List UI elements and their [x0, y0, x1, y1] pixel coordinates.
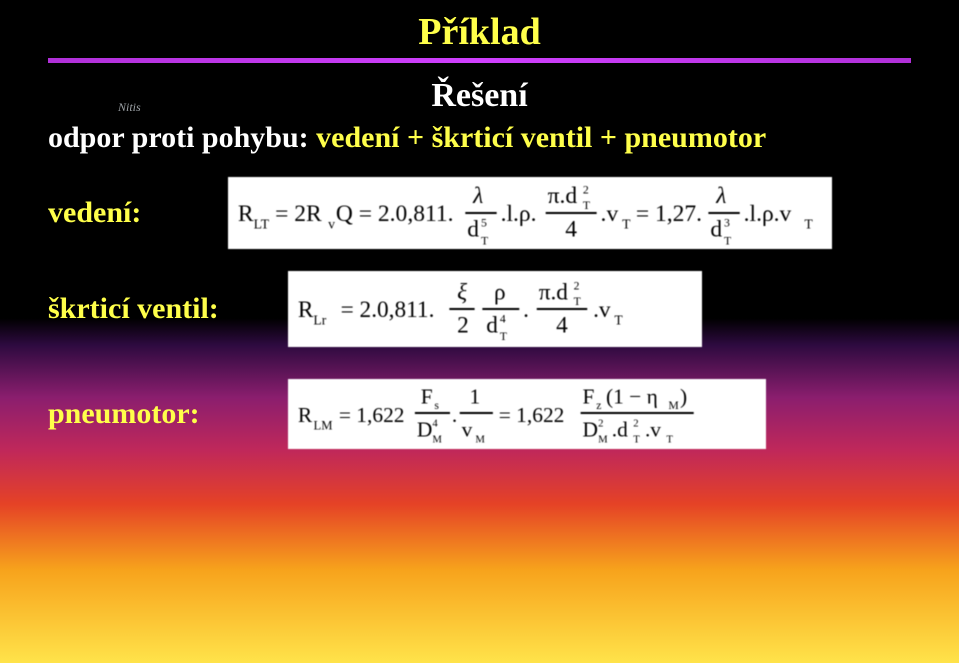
svg-text:d: d [710, 217, 722, 243]
svg-text:T: T [614, 313, 623, 328]
svg-text:D: D [583, 417, 598, 441]
svg-text:3: 3 [724, 217, 730, 230]
svg-text:= 1,27.: = 1,27. [636, 201, 702, 227]
title-block: Příklad [0, 0, 959, 54]
svg-text:T: T [666, 433, 673, 445]
row-vedeni: vedení: RLT = 2RvQ = 2.0,811. λ d5T .l.ρ… [0, 177, 959, 249]
svg-text:): ) [680, 384, 687, 408]
equation-skrtici: RLr = 2.0,811. ξ 2 ρ d4T . π.d2T 4 .vT [288, 271, 702, 347]
svg-text:M: M [598, 433, 608, 445]
svg-text:(1 − η: (1 − η [606, 384, 658, 408]
svg-text:d: d [486, 312, 498, 338]
svg-text:T: T [633, 433, 640, 445]
svg-text:R: R [298, 403, 313, 427]
svg-text:λ: λ [715, 183, 726, 209]
title-underline [48, 58, 911, 63]
svg-text:ξ: ξ [457, 279, 467, 305]
svg-text:T: T [622, 217, 631, 232]
svg-text:T: T [481, 234, 488, 247]
svg-text:Lr: Lr [313, 313, 326, 328]
svg-text:1: 1 [469, 384, 480, 408]
svg-text:s: s [434, 399, 439, 412]
svg-text:T: T [583, 199, 590, 212]
svg-text:= 2.0,811.: = 2.0,811. [341, 297, 435, 323]
row-pneumotor: pneumotor: RLM = 1,622 Fs D4M . 1 vM = 1… [0, 379, 959, 449]
svg-text:F: F [583, 384, 595, 408]
svg-text:.v: .v [593, 297, 611, 323]
svg-text:= 2R: = 2R [275, 201, 322, 227]
svg-text:R: R [238, 201, 254, 227]
svg-text:R: R [298, 297, 314, 323]
resistance-prefix: odpor proti pohybu: [48, 121, 309, 154]
label-pneumotor: pneumotor: [48, 397, 288, 431]
svg-text:2: 2 [457, 312, 469, 338]
svg-text:= 1,622: = 1,622 [339, 403, 405, 427]
svg-text:2: 2 [583, 183, 589, 196]
svg-text:T: T [804, 217, 813, 232]
svg-text:.v: .v [601, 201, 619, 227]
equation-pneumotor: RLM = 1,622 Fs D4M . 1 vM = 1,622 Fz (1 … [288, 379, 766, 449]
slide-title: Příklad [0, 10, 959, 54]
svg-text:M: M [668, 399, 679, 412]
row-skrtici: škrticí ventil: RLr = 2.0,811. ξ 2 ρ d4T… [0, 271, 959, 347]
small-corner-label: Nitis [118, 100, 141, 115]
svg-text:.: . [523, 297, 529, 323]
svg-text:5: 5 [481, 217, 487, 230]
label-vedeni: vedení: [48, 196, 228, 230]
svg-text:4: 4 [432, 418, 438, 430]
svg-text:T: T [500, 330, 507, 343]
svg-text:π.d: π.d [548, 183, 578, 209]
svg-text:4: 4 [565, 217, 577, 243]
svg-text:LM: LM [313, 419, 332, 433]
svg-text:Q = 2.0,811.: Q = 2.0,811. [336, 201, 454, 227]
svg-text:4: 4 [556, 312, 568, 338]
svg-text:4: 4 [500, 313, 506, 326]
label-skrtici: škrticí ventil: [48, 292, 288, 326]
svg-text:.l.ρ.: .l.ρ. [501, 201, 537, 227]
svg-text:LT: LT [254, 217, 270, 232]
svg-text:ρ: ρ [494, 279, 506, 305]
svg-text:M: M [432, 433, 442, 445]
svg-text:M: M [475, 433, 485, 445]
svg-text:T: T [574, 295, 581, 308]
svg-text:.v: .v [645, 417, 661, 441]
svg-text:2: 2 [574, 280, 580, 293]
svg-text:D: D [417, 417, 432, 441]
svg-text:λ: λ [472, 183, 483, 209]
svg-text:.: . [452, 403, 457, 427]
resistance-line: odpor proti pohybu: vedení + škrticí ven… [48, 121, 959, 155]
svg-text:.l.ρ.v: .l.ρ.v [744, 201, 792, 227]
resistance-items: vedení + škrticí ventil + pneumotor [316, 121, 766, 154]
svg-text:d: d [467, 217, 479, 243]
svg-text:F: F [421, 384, 433, 408]
svg-text:z: z [596, 399, 601, 412]
svg-text:v: v [328, 217, 335, 232]
svg-text:= 1,622: = 1,622 [499, 403, 565, 427]
svg-text:π.d: π.d [539, 279, 569, 305]
svg-text:2: 2 [633, 418, 638, 430]
svg-text:v: v [462, 417, 473, 441]
equation-vedeni: RLT = 2RvQ = 2.0,811. λ d5T .l.ρ. π.d2T … [228, 177, 832, 249]
slide-subtitle: Řešení [0, 77, 959, 115]
svg-text:.d: .d [612, 417, 628, 441]
svg-text:T: T [724, 234, 731, 247]
svg-text:2: 2 [598, 418, 603, 430]
